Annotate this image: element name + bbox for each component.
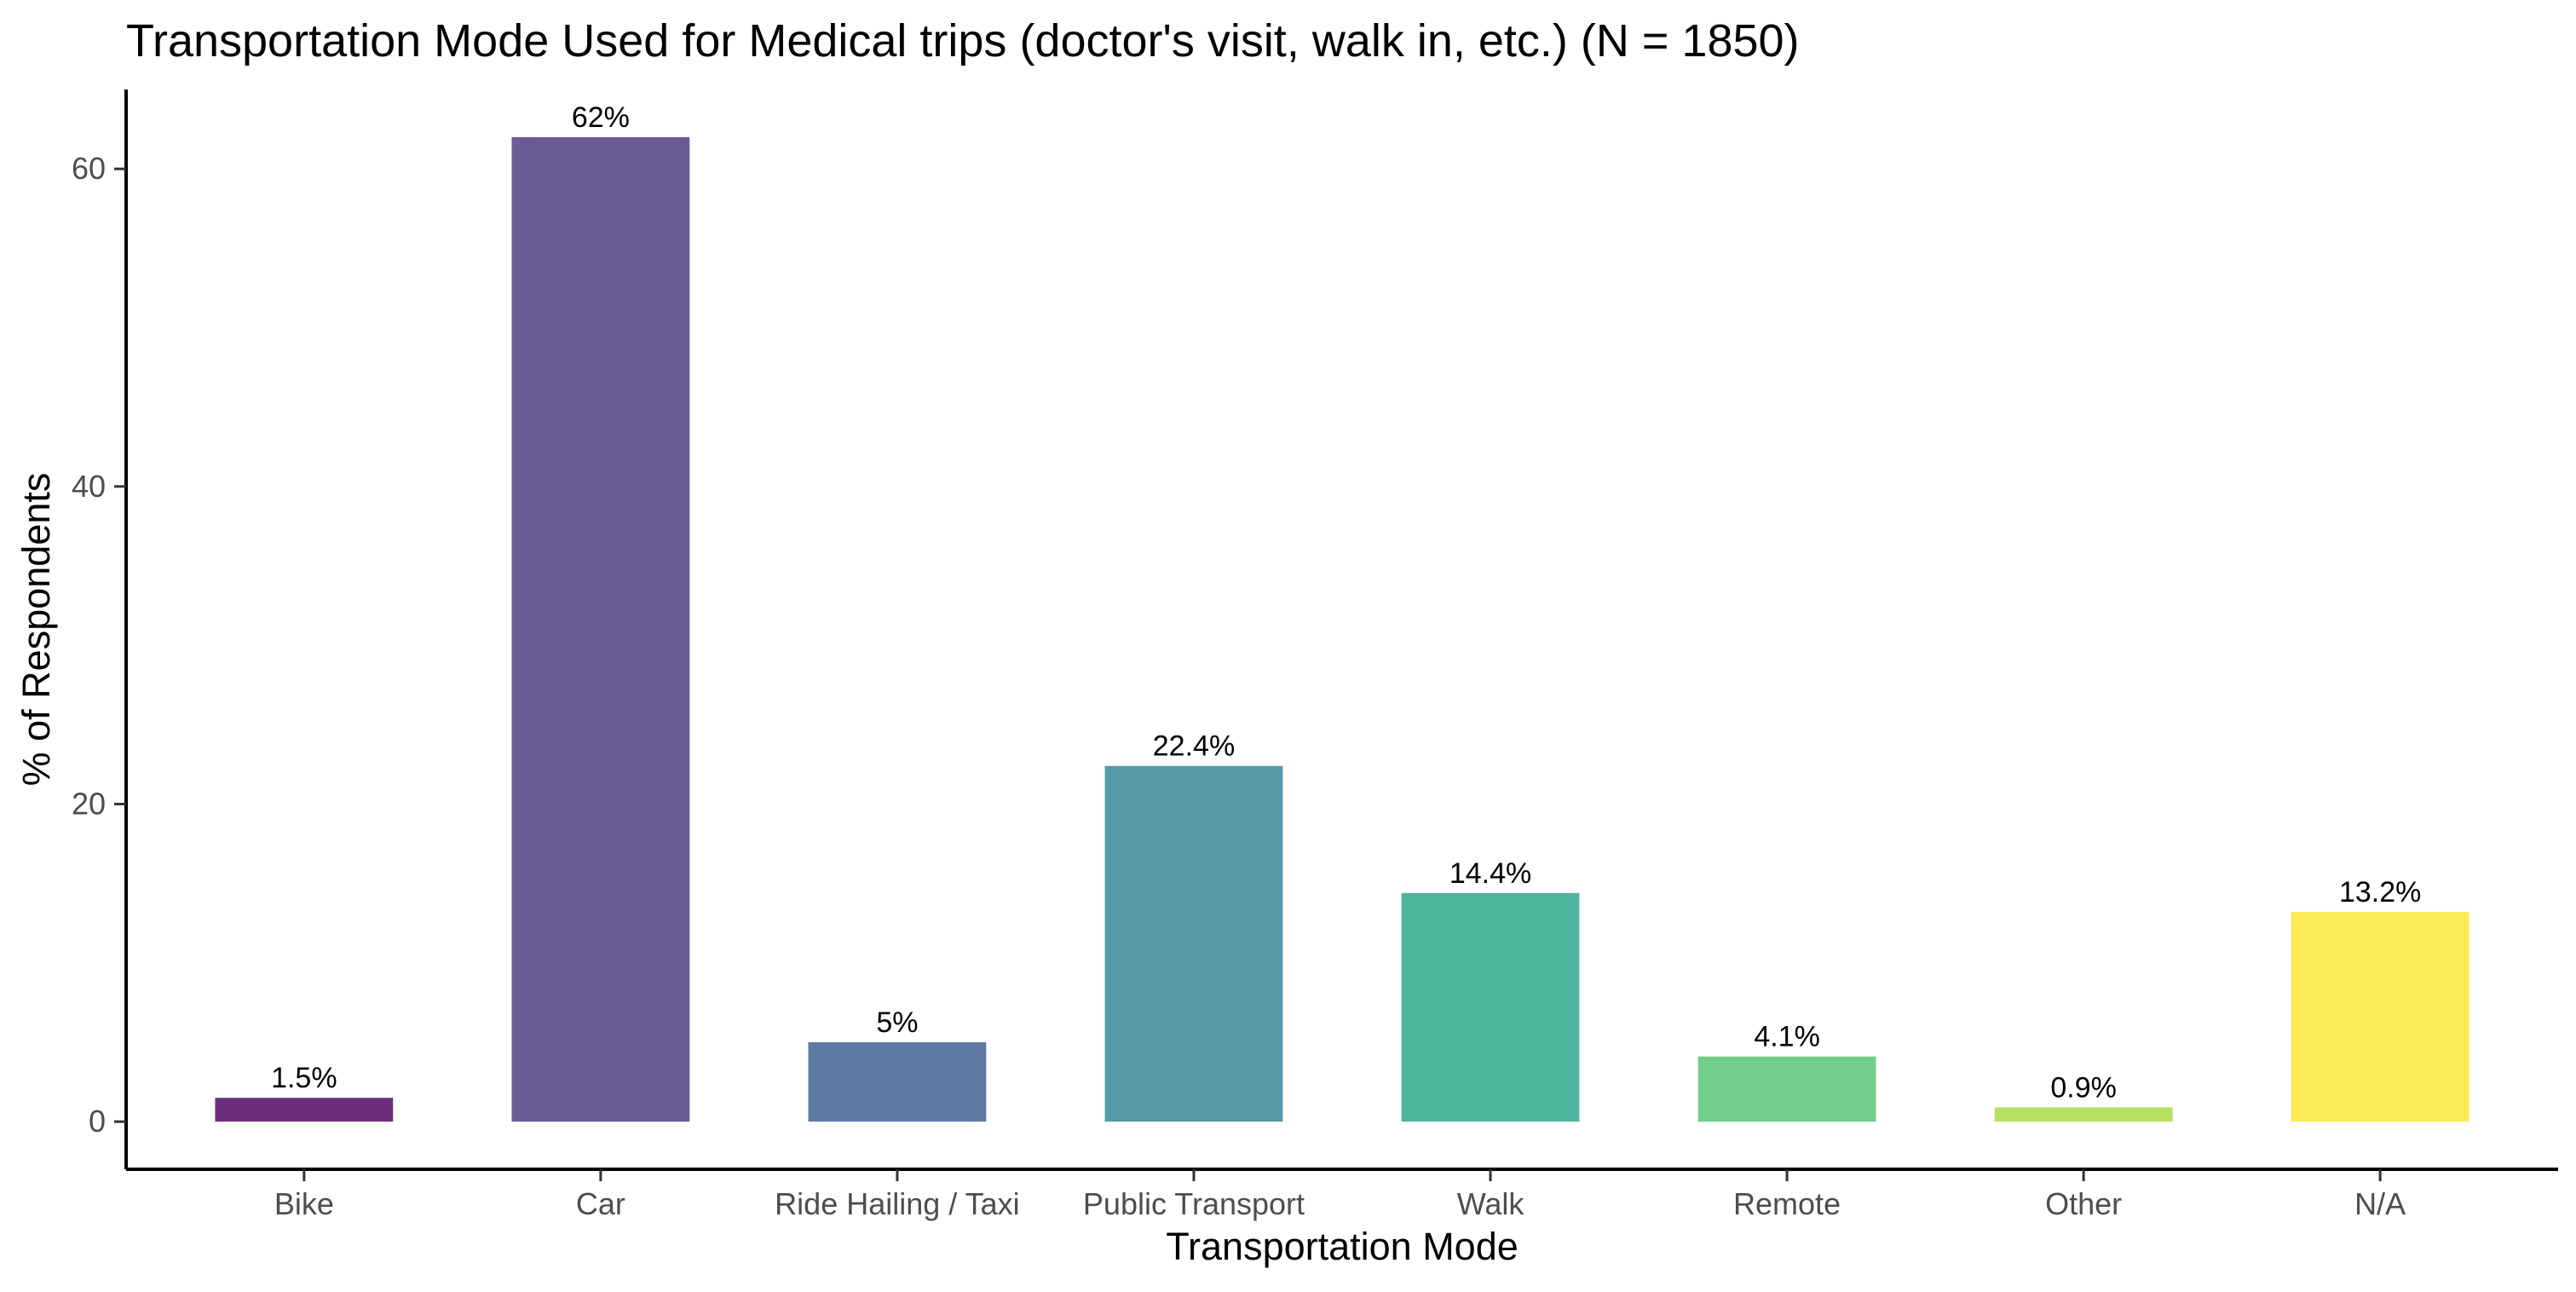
x-tick-label: Remote [1733, 1186, 1841, 1221]
bar [2291, 912, 2469, 1122]
x-tick-label: N/A [2354, 1186, 2406, 1221]
bar-value-label: 5% [876, 1006, 918, 1039]
y-axis-ticks: 0 20 40 60 [72, 151, 126, 1139]
x-tick-label: Other [2045, 1186, 2122, 1221]
bar [1401, 892, 1580, 1122]
bar-value-label: 22.4% [1153, 730, 1235, 763]
bar-value-label: 1.5% [271, 1062, 337, 1094]
x-tick-label: Ride Hailing / Taxi [775, 1186, 1019, 1221]
bar [1994, 1107, 2173, 1122]
chart-title: Transportation Mode Used for Medical tri… [126, 15, 1800, 66]
bar-value-label: 0.9% [2050, 1071, 2117, 1104]
y-tick-label: 60 [72, 151, 106, 186]
x-tick-label: Bike [274, 1186, 334, 1221]
x-axis-title: Transportation Mode [1166, 1225, 1519, 1268]
y-tick-label: 40 [72, 469, 106, 504]
bar-value-label: 62% [572, 101, 630, 134]
bar [808, 1041, 987, 1122]
bar [1697, 1056, 1876, 1122]
plot-area: 1.5% 62% 5% 22.4% 14.4% 4.1% 0.9% 13.2% [215, 101, 2469, 1122]
bar-value-label: 4.1% [1754, 1021, 1820, 1053]
bar-value-label: 14.4% [1449, 857, 1531, 890]
x-tick-label: Car [576, 1186, 625, 1221]
y-tick-label: 0 [89, 1104, 106, 1139]
x-tick-label: Public Transport [1083, 1186, 1305, 1221]
bar [1104, 765, 1283, 1122]
x-axis-ticks: Bike Car Ride Hailing / Taxi Public Transpo… [274, 1169, 2406, 1221]
bar [215, 1098, 394, 1122]
bar [511, 136, 690, 1122]
y-axis-title: % of Respondents [14, 473, 58, 787]
x-tick-label: Walk [1457, 1186, 1525, 1221]
bar-value-label: 13.2% [2339, 876, 2421, 908]
y-tick-label: 20 [72, 786, 106, 821]
